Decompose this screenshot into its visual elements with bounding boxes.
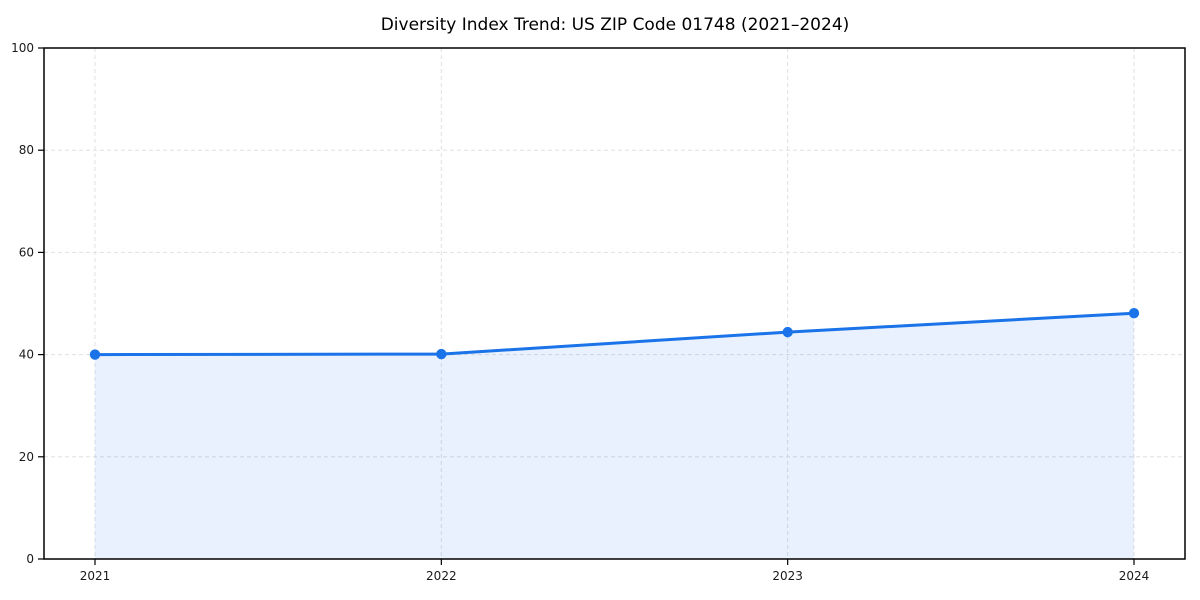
- data-point-2023: [782, 326, 793, 338]
- y-tick-label: 40: [19, 348, 34, 362]
- chart-title: Diversity Index Trend: US ZIP Code 01748…: [381, 15, 850, 35]
- area-fill: [95, 313, 1134, 559]
- plot-border: [43, 47, 1186, 560]
- x-tick-label: 2023: [772, 569, 803, 583]
- data-point-2024: [1128, 308, 1140, 319]
- x-tick-label: 2021: [80, 569, 111, 583]
- y-tick-label: 100: [11, 41, 34, 55]
- trend-line: [93, 311, 1136, 357]
- data-point-2022: [436, 348, 447, 360]
- plot-area: 0 20 40 60 80 100 2021 2022 2023 2024: [11, 41, 1186, 583]
- y-tick-label: 60: [19, 245, 34, 259]
- y-tick-label: 0: [26, 552, 34, 566]
- y-tick-label: 20: [19, 450, 34, 464]
- x-tick-label: 2022: [426, 569, 457, 583]
- data-point-2021: [89, 349, 101, 360]
- x-tick-label: 2024: [1119, 569, 1150, 583]
- y-tick-label: 80: [19, 143, 34, 157]
